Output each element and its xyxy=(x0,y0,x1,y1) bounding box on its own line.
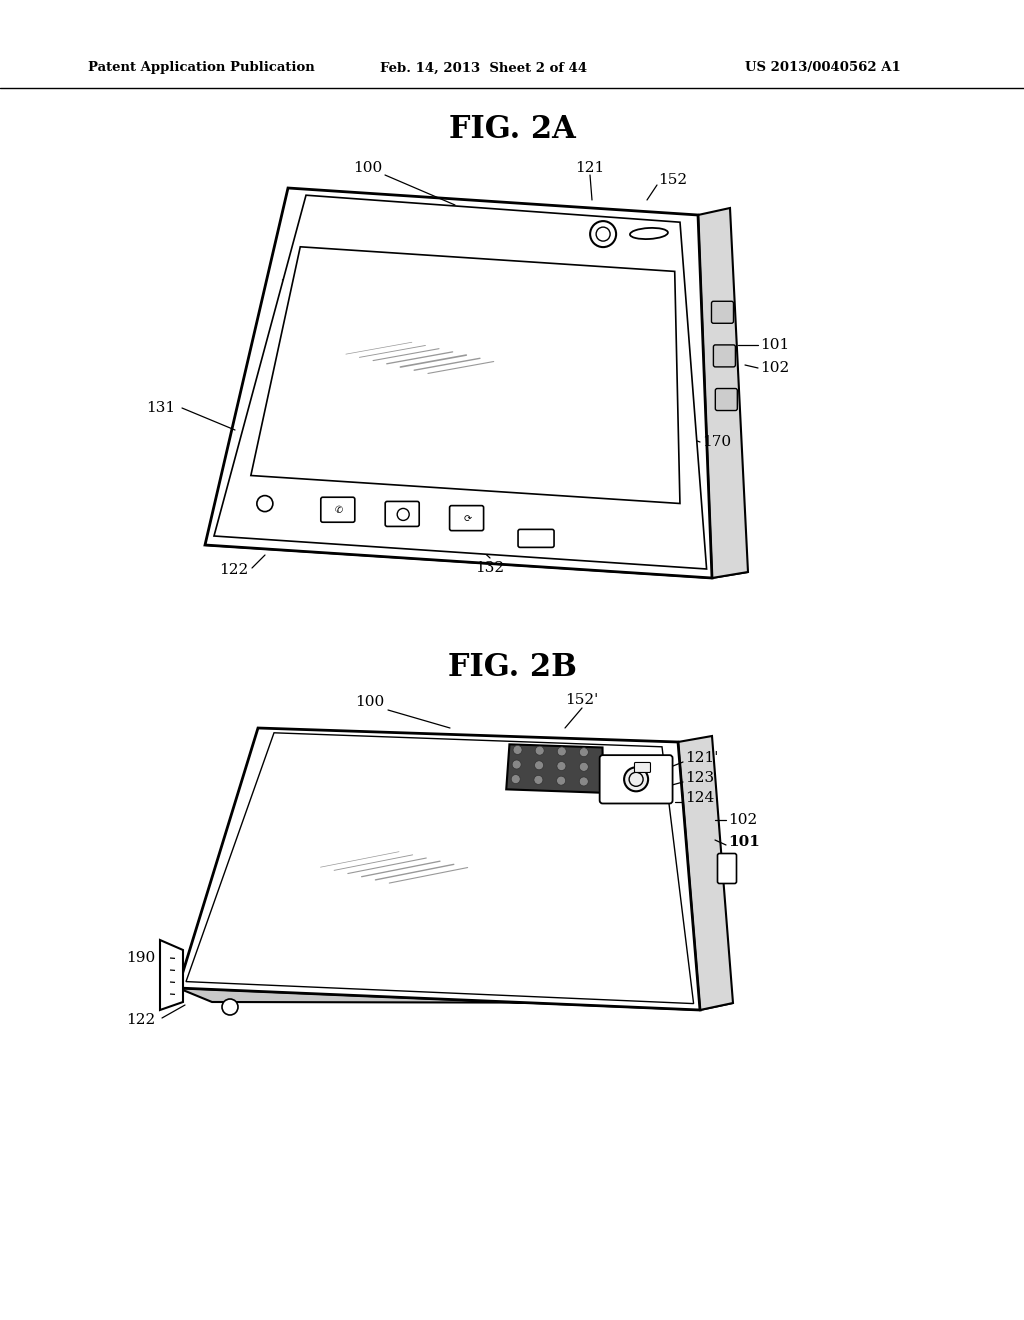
Circle shape xyxy=(590,222,616,247)
Text: 122: 122 xyxy=(126,1012,155,1027)
FancyBboxPatch shape xyxy=(450,506,483,531)
Circle shape xyxy=(557,762,566,771)
FancyBboxPatch shape xyxy=(518,529,554,548)
Text: 102: 102 xyxy=(728,813,758,828)
FancyBboxPatch shape xyxy=(716,388,737,411)
FancyBboxPatch shape xyxy=(712,301,733,323)
FancyBboxPatch shape xyxy=(635,763,650,772)
Ellipse shape xyxy=(630,228,668,239)
Polygon shape xyxy=(205,187,712,578)
FancyBboxPatch shape xyxy=(718,854,736,883)
Text: FIG. 2B: FIG. 2B xyxy=(447,652,577,684)
Text: ⟳: ⟳ xyxy=(464,513,472,524)
Polygon shape xyxy=(178,729,700,1010)
Polygon shape xyxy=(251,247,680,503)
Circle shape xyxy=(536,746,544,755)
Text: 152': 152' xyxy=(565,693,599,708)
Text: 135: 135 xyxy=(291,783,319,797)
Text: 121: 121 xyxy=(575,161,604,176)
Text: 101: 101 xyxy=(728,836,760,849)
Polygon shape xyxy=(214,195,707,569)
Text: Feb. 14, 2013  Sheet 2 of 44: Feb. 14, 2013 Sheet 2 of 44 xyxy=(380,62,587,74)
Circle shape xyxy=(535,760,544,770)
Circle shape xyxy=(511,775,520,784)
Text: ✆: ✆ xyxy=(335,506,343,515)
Polygon shape xyxy=(178,987,733,1010)
Circle shape xyxy=(624,767,648,791)
Circle shape xyxy=(534,775,543,784)
Circle shape xyxy=(512,760,521,770)
Circle shape xyxy=(257,495,272,512)
Text: 100: 100 xyxy=(355,696,385,709)
Circle shape xyxy=(222,999,238,1015)
FancyBboxPatch shape xyxy=(385,502,419,527)
Text: 132: 132 xyxy=(475,561,505,576)
Text: US 2013/0040562 A1: US 2013/0040562 A1 xyxy=(745,62,901,74)
Circle shape xyxy=(557,747,566,756)
Circle shape xyxy=(580,747,589,756)
Text: 123: 123 xyxy=(685,771,714,785)
Text: 190: 190 xyxy=(126,950,155,965)
FancyBboxPatch shape xyxy=(321,498,354,523)
Polygon shape xyxy=(160,940,183,1010)
Circle shape xyxy=(580,777,588,785)
Circle shape xyxy=(513,746,522,755)
Polygon shape xyxy=(506,744,603,793)
FancyBboxPatch shape xyxy=(600,755,673,804)
FancyBboxPatch shape xyxy=(714,345,735,367)
Circle shape xyxy=(580,763,589,771)
Polygon shape xyxy=(205,539,748,578)
Polygon shape xyxy=(678,737,733,1010)
Text: FIG. 2A: FIG. 2A xyxy=(449,115,575,145)
Text: 152: 152 xyxy=(658,173,687,187)
Polygon shape xyxy=(698,209,748,578)
Text: 131: 131 xyxy=(145,401,175,414)
Text: 122: 122 xyxy=(219,564,248,577)
Text: 102: 102 xyxy=(760,360,790,375)
Text: Patent Application Publication: Patent Application Publication xyxy=(88,62,314,74)
Text: 121': 121' xyxy=(685,751,719,766)
Polygon shape xyxy=(186,733,693,1003)
Circle shape xyxy=(557,776,565,785)
Text: 170: 170 xyxy=(702,436,731,449)
Text: 101: 101 xyxy=(760,338,790,352)
Text: 124: 124 xyxy=(685,791,715,805)
Text: 151: 151 xyxy=(279,279,308,292)
Text: 100: 100 xyxy=(353,161,383,176)
